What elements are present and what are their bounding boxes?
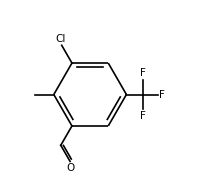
Text: F: F [159,90,165,99]
Text: O: O [66,163,74,173]
Text: F: F [140,111,146,121]
Text: Cl: Cl [56,34,66,44]
Text: F: F [140,68,146,78]
